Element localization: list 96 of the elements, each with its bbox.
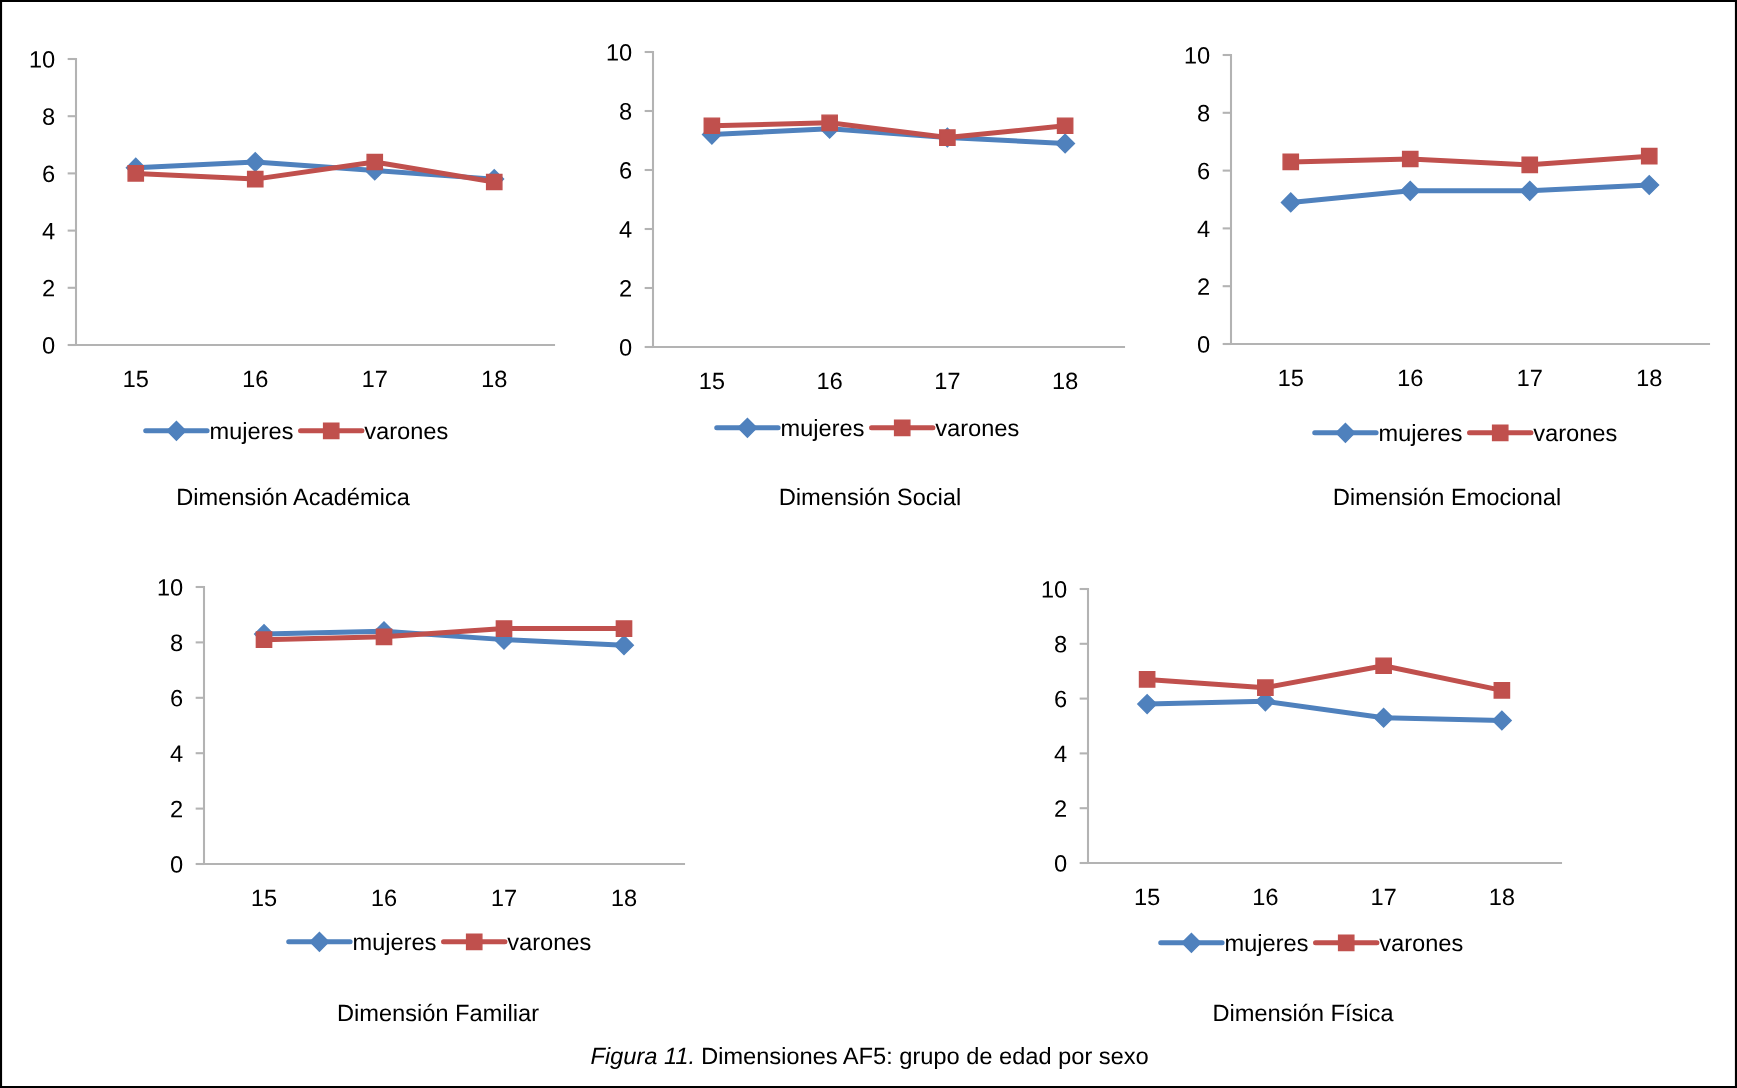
y-tick-label: 4 <box>42 222 55 240</box>
y-tick-label: 6 <box>43 165 55 183</box>
point <box>1493 682 1511 699</box>
y-tick-label: 10 <box>1042 581 1067 598</box>
x-tick-label: 15 <box>700 372 725 390</box>
legend-label: varones <box>364 426 448 440</box>
point <box>1519 180 1540 201</box>
text: Dimensión Social <box>780 487 960 506</box>
point <box>245 151 266 172</box>
point <box>1373 707 1394 728</box>
y-tick-label: 10 <box>30 51 55 68</box>
x-tick-label: 18 <box>482 370 507 388</box>
point <box>1640 147 1658 165</box>
y-tick-label: 2 <box>620 280 631 297</box>
y-tick-label: 0 <box>1054 855 1067 872</box>
x-tick-label: 16 <box>1254 888 1278 906</box>
text: Dimensiones AF5: grupo de edad por sexo <box>703 1046 1148 1070</box>
x-tick-label: 15 <box>252 889 277 907</box>
y-tick-label: 2 <box>171 800 182 818</box>
x-tick-label: 17 <box>1518 369 1542 387</box>
y-tick-label: 10 <box>158 579 183 596</box>
point <box>1138 671 1156 688</box>
legend-label: mujeres <box>782 418 864 442</box>
point <box>1257 679 1274 696</box>
y-tick-label: 6 <box>171 689 183 707</box>
y-tick-label: 2 <box>43 279 54 297</box>
y-tick-label: 0 <box>1197 336 1210 353</box>
point <box>1280 192 1301 213</box>
x-tick-label: 16 <box>1398 369 1423 387</box>
point <box>1400 180 1421 201</box>
point <box>1282 153 1300 171</box>
x-tick-label: 15 <box>1279 369 1303 387</box>
y-tick-label: 4 <box>1197 220 1210 237</box>
legend-label: varones <box>1533 428 1617 442</box>
point <box>1521 156 1539 174</box>
y-tick-label: 0 <box>619 339 632 356</box>
legend-label: mujeres <box>354 932 436 956</box>
point <box>1639 175 1660 196</box>
x-tick-label: 15 <box>1135 888 1160 906</box>
point <box>375 628 393 646</box>
point <box>1375 657 1392 675</box>
point <box>1055 133 1076 154</box>
legend-label: varones <box>935 423 1019 437</box>
y-tick-label: 8 <box>43 108 55 125</box>
x-tick-label: 17 <box>363 370 387 388</box>
y-tick-label: 10 <box>607 44 632 61</box>
y-tick-label: 0 <box>170 856 183 873</box>
point <box>366 153 384 171</box>
y-tick-label: 8 <box>620 103 632 120</box>
point <box>613 635 635 656</box>
x-tick-label: 18 <box>612 889 637 907</box>
x-tick-label: 16 <box>243 370 268 388</box>
y-tick-label: 2 <box>1198 278 1209 295</box>
point <box>1137 694 1158 715</box>
y-tick-label: 4 <box>1054 745 1067 762</box>
y-tick-label: 8 <box>1198 104 1210 122</box>
point <box>127 165 145 182</box>
point <box>1401 150 1419 168</box>
text: Dimensión Familiar <box>338 1003 539 1022</box>
text: Dimensión Física <box>1214 1003 1394 1022</box>
point <box>495 620 513 637</box>
x-tick-label: 17 <box>492 889 516 907</box>
legend-label: mujeres <box>211 421 293 445</box>
x-tick-label: 18 <box>1637 369 1662 387</box>
y-tick-label: 6 <box>1198 162 1210 180</box>
point <box>703 117 721 135</box>
point <box>1056 117 1074 135</box>
text: Figura 11. <box>591 1046 693 1070</box>
x-tick-label: 18 <box>1053 372 1078 390</box>
text: Dimensión Académica <box>178 487 410 506</box>
point <box>485 173 503 191</box>
point <box>1491 710 1512 731</box>
y-tick-label: 2 <box>1055 800 1066 817</box>
x-tick-label: 17 <box>1372 888 1396 906</box>
point <box>246 170 264 188</box>
y-tick-label: 6 <box>620 162 632 179</box>
x-tick-label: 15 <box>124 370 148 388</box>
legend-label: mujeres <box>1380 423 1462 447</box>
x-tick-label: 16 <box>818 372 842 390</box>
x-tick-label: 17 <box>936 372 960 390</box>
y-tick-label: 0 <box>42 337 55 354</box>
legend-label: varones <box>1379 938 1463 952</box>
y-tick-label: 4 <box>170 745 183 762</box>
point <box>615 620 633 637</box>
y-tick-label: 8 <box>1055 635 1067 653</box>
legend-label: mujeres <box>1226 933 1308 957</box>
x-tick-label: 18 <box>1490 888 1514 906</box>
legend-label: varones <box>507 937 591 951</box>
y-tick-label: 6 <box>1055 690 1067 708</box>
y-tick-label: 8 <box>171 634 183 652</box>
y-tick-label: 4 <box>619 221 632 238</box>
text: Dimensión Emocional <box>1334 487 1560 506</box>
point <box>821 114 838 132</box>
y-tick-label: 10 <box>1185 47 1210 64</box>
x-tick-label: 16 <box>372 889 397 907</box>
point <box>255 631 273 648</box>
